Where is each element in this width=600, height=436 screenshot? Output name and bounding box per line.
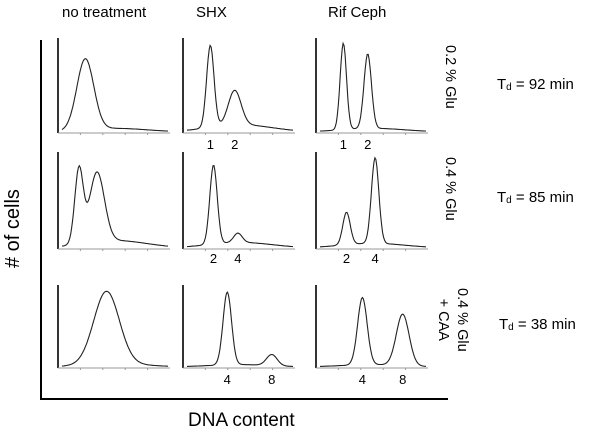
doubling-time-row-2: Td = 85 min [497, 189, 574, 206]
row-condition-label-1: 0.2 % Glu [440, 45, 459, 109]
condition-line: + CAA [435, 298, 451, 341]
peak-label: 1 [340, 137, 347, 152]
histogram-curve [320, 156, 426, 248]
x-axis-label: DNA content [188, 410, 295, 431]
histogram-panel [57, 38, 170, 135]
peak-label: 4 [359, 372, 366, 387]
td-subscript: d [506, 195, 512, 206]
td-value: = 38 min [517, 316, 576, 333]
td-subscript: d [508, 322, 514, 333]
histogram-curve [187, 291, 293, 367]
peak-label: 4 [234, 251, 241, 266]
peak-label: 2 [343, 251, 350, 266]
histogram-curve [61, 164, 169, 247]
peak-label: 1 [207, 137, 214, 152]
row-condition-label-2: 0.4 % Glu [440, 157, 459, 221]
condition-line: 0.4 % Glu [442, 157, 458, 221]
peak-label: 4 [224, 372, 231, 387]
doubling-time-row-1: Td = 92 min [497, 76, 574, 93]
td-value: = 92 min [515, 76, 574, 93]
peak-label: 4 [372, 251, 379, 266]
peak-label: 2 [364, 137, 371, 152]
condition-line: 0.4 % Glu [454, 288, 470, 352]
column-title-no-treatment: no treatment [62, 4, 147, 21]
histogram-curve [186, 44, 294, 131]
histogram-curve [320, 296, 426, 367]
histogram-panel [57, 152, 170, 251]
td-symbol: T [497, 76, 507, 93]
histogram-curve [186, 165, 294, 248]
row-condition-label-3: 0.4 % Glu + CAA [433, 288, 471, 352]
peak-label: 8 [268, 372, 275, 387]
td-symbol: T [499, 316, 509, 333]
condition-line: 0.2 % Glu [442, 45, 458, 109]
peak-label: 2 [210, 251, 217, 266]
histogram-curve [61, 58, 169, 132]
doubling-time-row-3: Td = 38 min [499, 316, 576, 333]
histogram-curve [319, 41, 427, 132]
td-symbol: T [497, 189, 507, 206]
outer-axes [40, 40, 448, 400]
column-title-rif-ceph: Rif Ceph [328, 4, 387, 21]
column-title-shx: SHX [196, 4, 227, 21]
histogram-curve [61, 290, 168, 367]
peak-label: 2 [231, 137, 238, 152]
histogram-panel [57, 285, 170, 370]
td-value: = 85 min [515, 189, 574, 206]
td-subscript: d [506, 82, 512, 93]
peak-label: 8 [399, 372, 406, 387]
